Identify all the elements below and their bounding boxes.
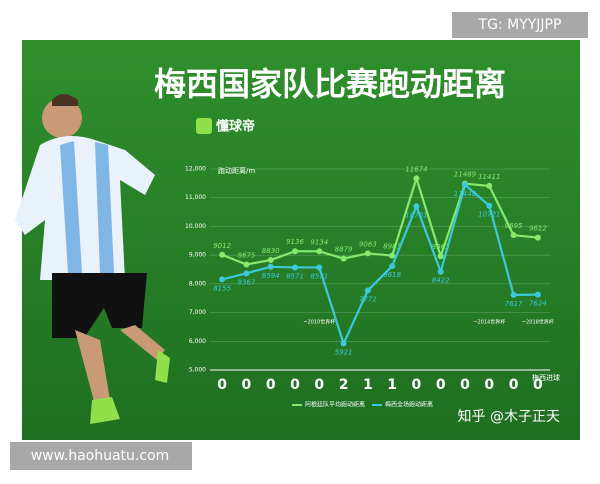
y-tick-label: 5,000: [189, 367, 206, 374]
value-label: 8571: [286, 272, 304, 280]
point: [437, 268, 444, 275]
y-tick-label: 12,000: [185, 166, 206, 173]
point: [340, 340, 347, 347]
point: [243, 270, 250, 277]
value-label: 9012: [213, 242, 231, 250]
value-label: 9612: [529, 225, 547, 233]
y-tick-label: 9,000: [189, 252, 206, 259]
goal-count: 1: [363, 377, 373, 393]
watermark-top: TG: MYYJJPP: [478, 17, 562, 33]
goal-count: 0: [533, 377, 543, 393]
point: [316, 248, 323, 255]
point: [510, 291, 517, 298]
value-label: 7624: [529, 300, 547, 308]
goal-count: 0: [217, 377, 227, 393]
value-label: 9063: [359, 240, 377, 248]
player-figure: [15, 94, 170, 424]
point: [534, 291, 541, 298]
value-label: 5921: [335, 349, 353, 357]
chart-title: 梅西国家队比赛跑动距离: [154, 65, 506, 103]
point: [292, 264, 298, 271]
goal-count: 0: [436, 377, 446, 393]
value-label: 10721: [478, 211, 500, 219]
legend-label: 阿根廷队平均跑动距离: [305, 401, 365, 409]
value-label: 9134: [310, 238, 328, 246]
point: [219, 276, 226, 283]
point: [534, 234, 541, 241]
point: [389, 252, 396, 259]
watermark-bottom: www.haohuatu.com: [31, 448, 170, 464]
value-label: 7617: [505, 300, 523, 308]
value-label: 10701: [405, 211, 427, 219]
goal-count: 0: [314, 377, 324, 393]
goal-count: 0: [460, 377, 470, 393]
point: [462, 181, 468, 188]
point: [316, 264, 323, 271]
watermark-author: 知乎 @木子正天: [458, 408, 560, 425]
goal-count: 0: [484, 377, 494, 393]
point: [243, 261, 250, 268]
annotation: ~2010世界杯: [303, 319, 335, 326]
goal-count: 0: [242, 377, 252, 393]
logo-text: 懂球帝: [216, 119, 255, 135]
point: [437, 253, 444, 260]
point: [510, 232, 517, 239]
value-label: 8675: [238, 251, 256, 259]
value-label: 11448: [454, 190, 477, 198]
series-line: [221, 174, 538, 266]
value-label: 11489: [454, 171, 477, 179]
goal-count: 0: [290, 377, 300, 393]
value-label: 8963: [432, 243, 450, 251]
annotation: ~2018世界杯: [522, 319, 554, 326]
value-label: 8571: [310, 272, 328, 280]
point: [364, 250, 371, 257]
y-tick-label: 10,000: [185, 223, 206, 230]
value-label: 11411: [478, 173, 500, 181]
point: [413, 175, 420, 182]
point: [413, 203, 420, 210]
point: [486, 202, 493, 209]
value-label: 8618: [383, 271, 401, 279]
watermark-box: [10, 442, 192, 470]
y-tick-label: 7,000: [189, 309, 206, 316]
point: [486, 182, 493, 189]
value-label: 9695: [505, 222, 523, 230]
value-label: 8594: [262, 272, 280, 280]
point: [267, 257, 274, 264]
goals-label: 梅西进球: [532, 373, 560, 382]
y-tick-label: 8,000: [189, 280, 206, 287]
value-label: 11674: [405, 165, 427, 173]
watermark-box: [452, 12, 588, 38]
y-tick-label: 11,000: [185, 194, 206, 201]
goal-count: 0: [509, 377, 519, 393]
value-label: 8367: [238, 278, 256, 286]
y-axis-label: 跑动距离/m: [218, 166, 255, 175]
value-label: 9136: [286, 238, 304, 246]
annotation: ~2014世界杯: [473, 319, 505, 326]
series-line: [221, 182, 538, 347]
value-label: 7772: [359, 295, 377, 303]
y-tick-label: 6,000: [189, 338, 206, 345]
logo-icon: [196, 118, 212, 134]
legend-label: 梅西全场跑动距离: [385, 401, 433, 409]
point: [292, 248, 298, 255]
point: [219, 251, 226, 258]
goal-count: 2: [339, 377, 349, 393]
value-label: 8983: [383, 243, 401, 251]
goal-count: 0: [266, 377, 276, 393]
point: [267, 263, 274, 270]
point: [364, 287, 371, 294]
value-label: 8830: [262, 247, 280, 255]
value-label: 8155: [213, 284, 231, 292]
value-label: 8422: [432, 277, 450, 285]
goal-count: 1: [387, 377, 397, 393]
value-label: 8879: [335, 246, 353, 254]
point: [389, 263, 396, 270]
point: [340, 255, 347, 262]
goal-count: 0: [412, 377, 422, 393]
